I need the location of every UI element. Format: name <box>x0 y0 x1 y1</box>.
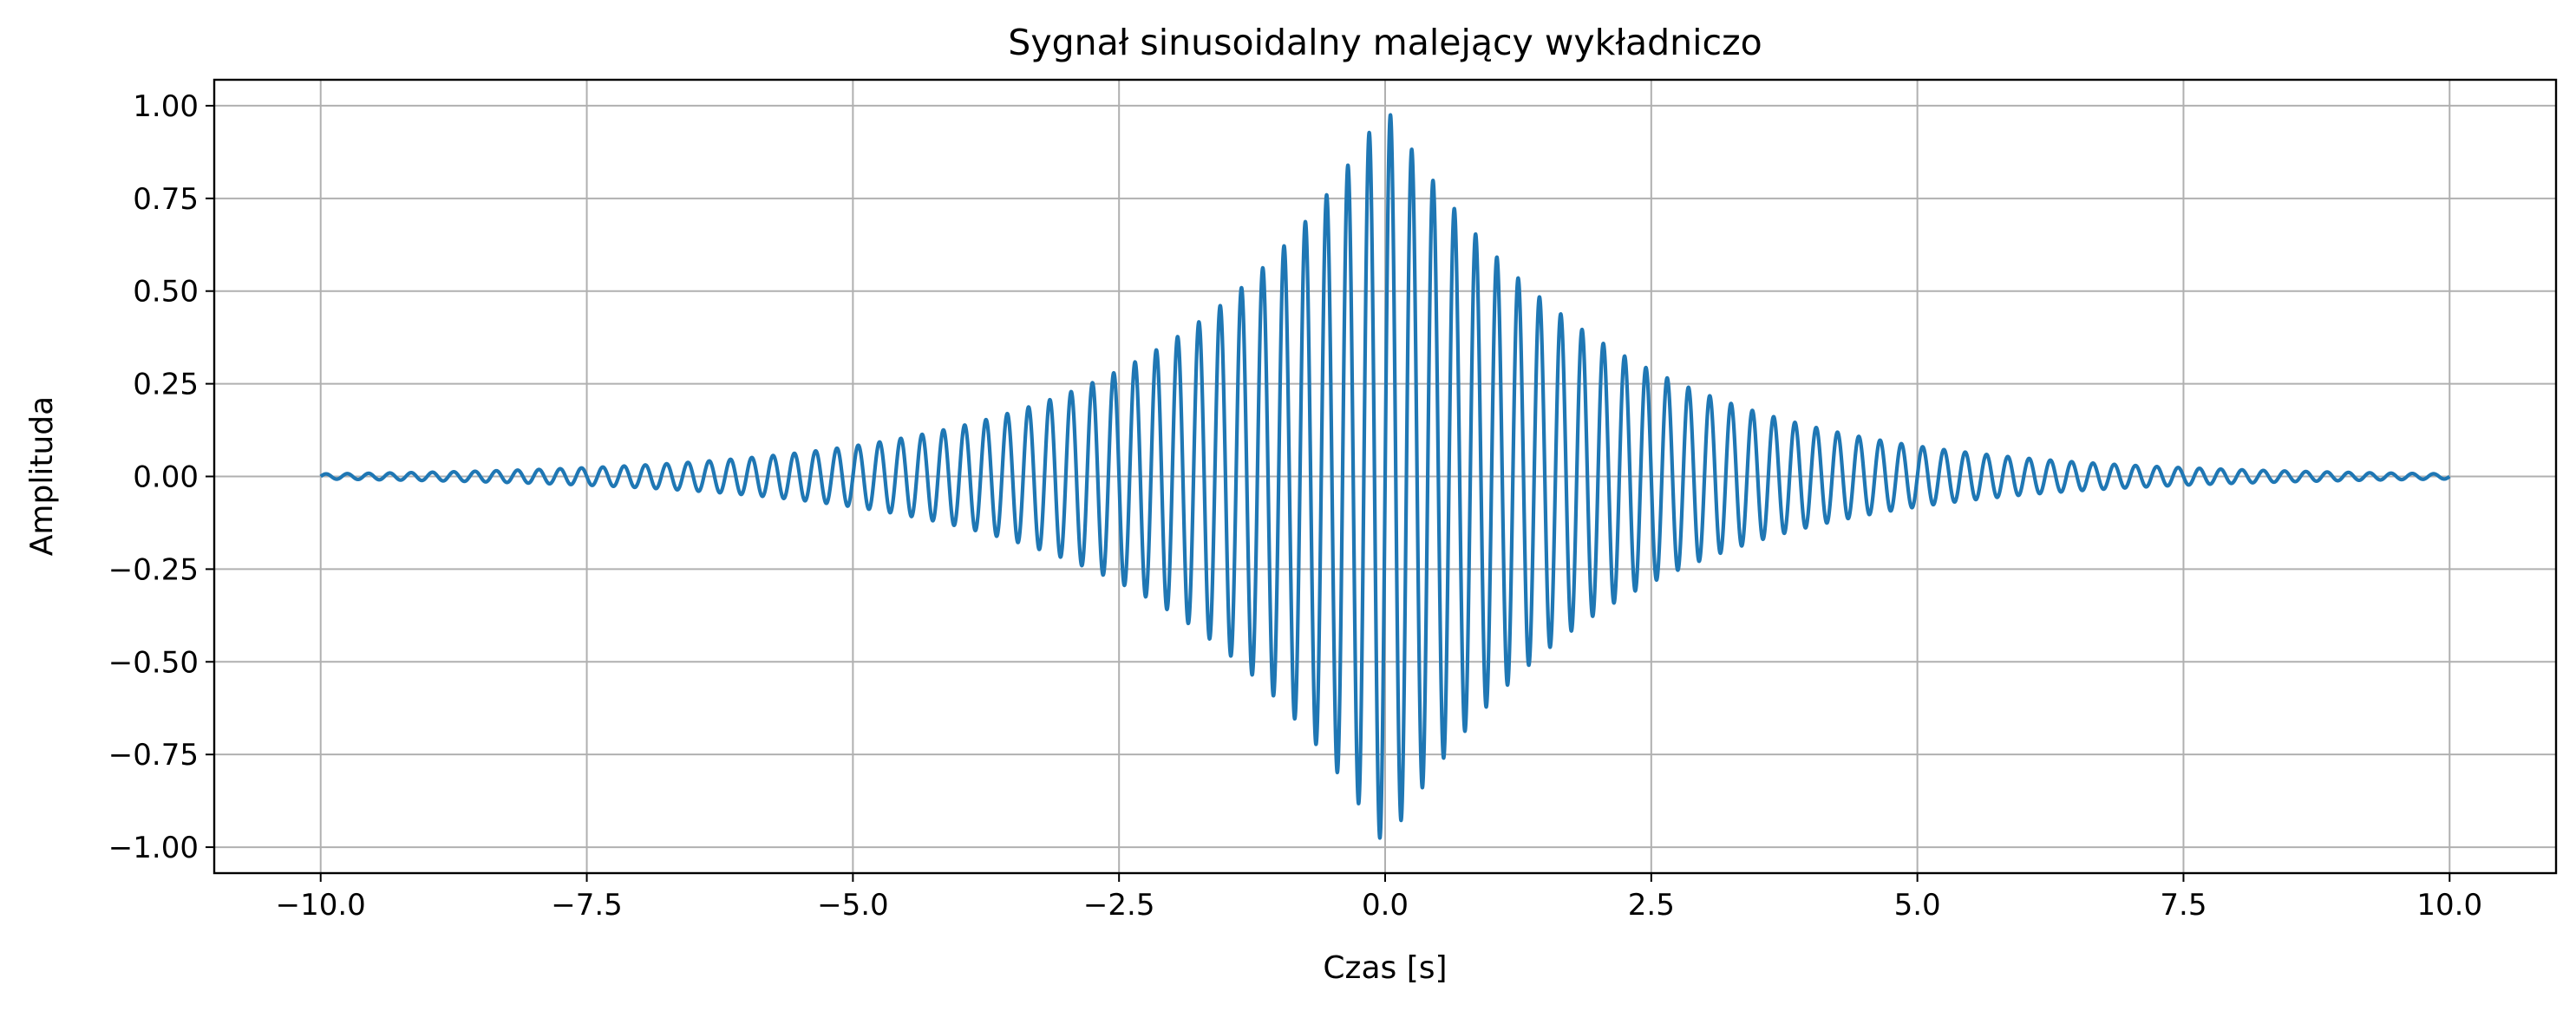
y-tick-label: 0.50 <box>133 275 199 310</box>
y-tick-label: 0.00 <box>133 460 199 495</box>
x-tick-label: −2.5 <box>1083 888 1155 923</box>
chart-title: Sygnał sinusoidalny malejący wykładniczo <box>1008 22 1762 63</box>
y-tick-label: −0.50 <box>108 645 199 680</box>
y-tick-label: 1.00 <box>133 89 199 124</box>
x-axis: −10.0 −7.5 −5.0 −2.5 0.0 2.5 5.0 7.5 10.0 <box>276 873 2482 923</box>
x-tick-label: −5.0 <box>817 888 889 923</box>
y-tick-label: 0.25 <box>133 368 199 402</box>
x-tick-label: 5.0 <box>1894 888 1941 923</box>
y-axis-label: Amplituda <box>24 396 60 556</box>
x-axis-label: Czas [s] <box>1323 950 1447 986</box>
x-tick-label: −10.0 <box>276 888 366 923</box>
y-tick-label: −0.75 <box>108 738 199 773</box>
y-tick-label: 0.75 <box>133 182 199 217</box>
y-tick-label: −0.25 <box>108 552 199 587</box>
x-tick-label: 7.5 <box>2160 888 2207 923</box>
x-tick-label: 2.5 <box>1628 888 1675 923</box>
y-axis: −1.00 −0.75 −0.50 −0.25 0.00 0.25 0.50 0.75 1.00 <box>108 89 214 865</box>
x-tick-label: 10.0 <box>2416 888 2482 923</box>
x-tick-label: −7.5 <box>551 888 623 923</box>
y-tick-label: −1.00 <box>108 831 199 865</box>
plot-area <box>318 113 2452 840</box>
x-tick-label: 0.0 <box>1362 888 1409 923</box>
series-line <box>318 113 2452 840</box>
